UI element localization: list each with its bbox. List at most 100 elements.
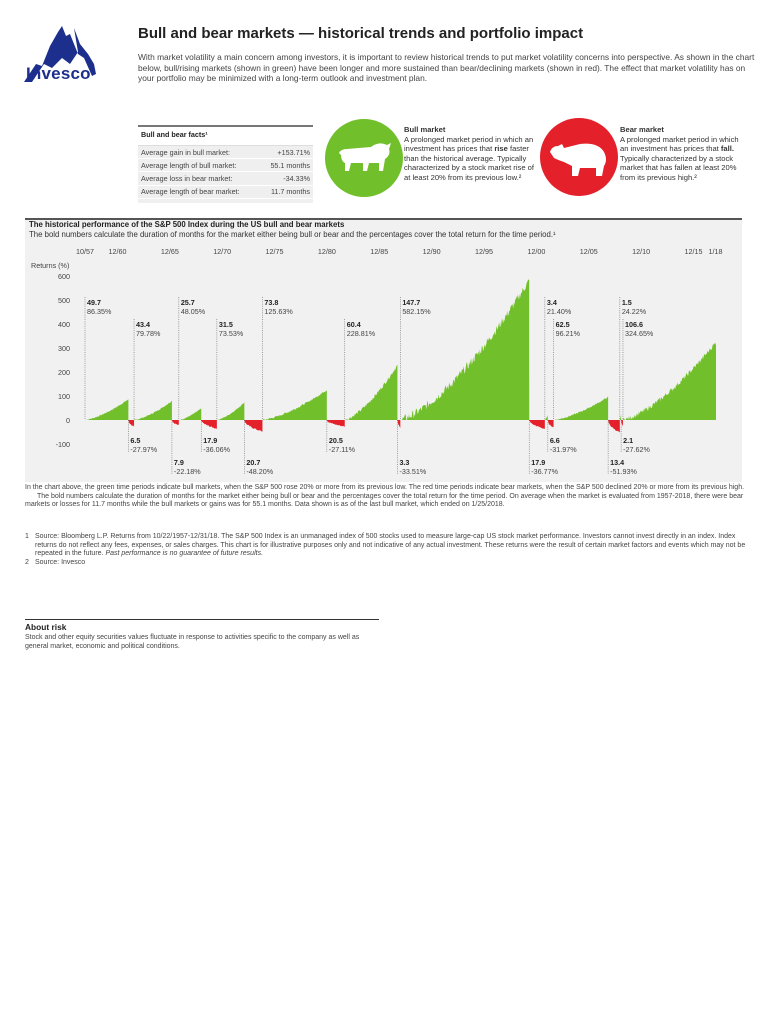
y-tick-label: 200 xyxy=(58,368,70,377)
bear-text-bold: fall. xyxy=(720,144,734,154)
x-tick-label: 12/90 xyxy=(423,247,441,256)
period-duration-label: 49.7 xyxy=(87,298,101,307)
period-return-label: -31.97% xyxy=(550,445,577,454)
fact-label: Average length of bear market: xyxy=(141,187,240,197)
footnote-text: Source: Invesco xyxy=(35,559,86,567)
period-return-label: -33.51% xyxy=(399,467,426,476)
chart-title: The historical performance of the S&P 50… xyxy=(29,220,345,229)
risk-heading: About risk xyxy=(25,622,67,632)
footnote: 1 Source: Bloomberg L.P. Returns from 10/… xyxy=(25,533,750,559)
x-tick-label: 1/18 xyxy=(708,247,722,256)
period-return-label: -36.77% xyxy=(531,467,558,476)
x-tick-label: 12/00 xyxy=(527,247,545,256)
bull-text-post: faster than the historical average. Typi… xyxy=(404,144,534,182)
period-return-label: 324.65% xyxy=(625,329,654,338)
footnote: 2 Source: Invesco xyxy=(25,559,750,568)
x-tick-label: 12/80 xyxy=(318,247,336,256)
period-duration-label: 20.5 xyxy=(329,436,343,445)
x-tick-label: 12/95 xyxy=(475,247,493,256)
y-axis-label: Returns (%) xyxy=(31,261,69,270)
period-return-label: -48.20% xyxy=(246,467,273,476)
risk-text: Stock and other equity securities values… xyxy=(25,634,360,650)
period-return-label: 228.81% xyxy=(347,329,376,338)
page-title: Bull and bear markets — historical trend… xyxy=(138,25,584,42)
facts-heading: Bull and bear facts¹ xyxy=(138,127,313,146)
chart-subtitle: The bold numbers calculate the duration … xyxy=(29,230,556,239)
fact-value: 11.7 months xyxy=(270,187,310,197)
bull-text-pre: A prolonged market period in which an in… xyxy=(404,134,534,154)
bear-market-area xyxy=(128,420,135,427)
period-return-label: 79.78% xyxy=(136,329,161,338)
x-tick-label: 10/57 xyxy=(76,247,94,256)
period-return-label: 96.21% xyxy=(556,329,581,338)
period-return-label: 86.35% xyxy=(87,307,112,316)
bull-market-area xyxy=(344,365,398,420)
footnotes: 1 Source: Bloomberg L.P. Returns from 10/… xyxy=(25,533,750,568)
period-duration-label: 3.4 xyxy=(547,298,557,307)
period-duration-label: 17.9 xyxy=(203,436,217,445)
facts-row: Average gain in bull market: +153.71% xyxy=(138,146,313,160)
bear-market-area xyxy=(326,420,345,427)
bull-definition: Bull market A prolonged market period in… xyxy=(404,125,539,183)
bear-market-area xyxy=(397,420,401,429)
bear-market-area xyxy=(621,420,623,427)
x-tick-label: 12/75 xyxy=(266,247,284,256)
bear-market-area xyxy=(608,420,620,433)
y-tick-label: 100 xyxy=(58,392,70,401)
y-tick-label: 300 xyxy=(58,344,70,353)
bull-market-area xyxy=(85,399,129,420)
period-duration-label: 1.5 xyxy=(622,298,632,307)
x-tick-label: 12/05 xyxy=(580,247,598,256)
footnote-text: Source: Bloomberg L.P. Returns from 10/2… xyxy=(35,533,746,558)
invesco-logo-mountain xyxy=(24,26,96,82)
bear-market-area xyxy=(244,420,263,432)
period-return-label: -27.62% xyxy=(623,445,650,454)
bull-market-area xyxy=(553,396,609,420)
bull-market-area xyxy=(622,342,716,420)
period-duration-label: 43.4 xyxy=(136,320,150,329)
facts-row: Average length of bull market: 55.1 month… xyxy=(138,159,313,173)
footnote-number: 2 xyxy=(25,559,29,567)
period-duration-label: 106.6 xyxy=(625,320,643,329)
fact-value: -34.33% xyxy=(283,173,310,183)
period-duration-label: 3.3 xyxy=(399,458,409,467)
period-duration-label: 7.9 xyxy=(174,458,184,467)
y-tick-label: -100 xyxy=(56,440,70,449)
x-tick-label: 12/70 xyxy=(213,247,231,256)
fact-label: Average loss in bear market: xyxy=(141,173,233,183)
footnote-number: 1 xyxy=(25,533,29,540)
period-return-label: 48.05% xyxy=(181,307,206,316)
x-tick-label: 12/60 xyxy=(108,247,126,256)
y-tick-label: 0 xyxy=(66,416,70,425)
fact-value: 55.1 months xyxy=(270,160,310,170)
fact-label: Average gain in bull market: xyxy=(141,147,230,157)
x-tick-label: 12/85 xyxy=(370,247,388,256)
bull-market-area xyxy=(544,414,548,420)
bull-market-area xyxy=(619,414,622,420)
period-return-label: 582.15% xyxy=(402,307,431,316)
bear-heading: Bear market xyxy=(620,125,664,134)
footnote-italic: Past performance is no guarantee of futu… xyxy=(105,550,264,558)
bull-market-area xyxy=(262,389,327,420)
bear-market-area xyxy=(529,420,545,429)
x-tick-label: 12/15 xyxy=(684,247,702,256)
bear-text-post: Typically characterized by a stock marke… xyxy=(620,153,737,182)
period-duration-label: 17.9 xyxy=(531,458,545,467)
note-paragraph: The bold numbers calculate the duration … xyxy=(25,492,744,509)
period-return-label: 21.40% xyxy=(547,307,572,316)
period-duration-label: 62.5 xyxy=(556,320,570,329)
bull-heading: Bull market xyxy=(404,125,446,134)
facts-table: Bull and bear facts¹ Average gain in bul… xyxy=(138,125,313,203)
period-return-label: 125.63% xyxy=(264,307,293,316)
bull-market-area xyxy=(400,279,530,420)
bear-definition: Bear market A prolonged market period in… xyxy=(620,125,740,183)
sp500-bull-bear-chart: Returns (%) 600 500 400 300 200 100 0 -100 10/57 1… xyxy=(31,247,722,476)
y-tick-label: 400 xyxy=(58,320,70,329)
chart-notes: In the chart above, the green time perio… xyxy=(25,484,745,510)
period-duration-label: 13.4 xyxy=(610,458,624,467)
bear-market-area xyxy=(201,420,217,429)
bull-icon xyxy=(325,119,403,197)
bear-text-pre: A prolonged market period in which an in… xyxy=(620,134,739,154)
bear-market-area xyxy=(547,420,554,428)
bull-market-area xyxy=(134,400,172,420)
